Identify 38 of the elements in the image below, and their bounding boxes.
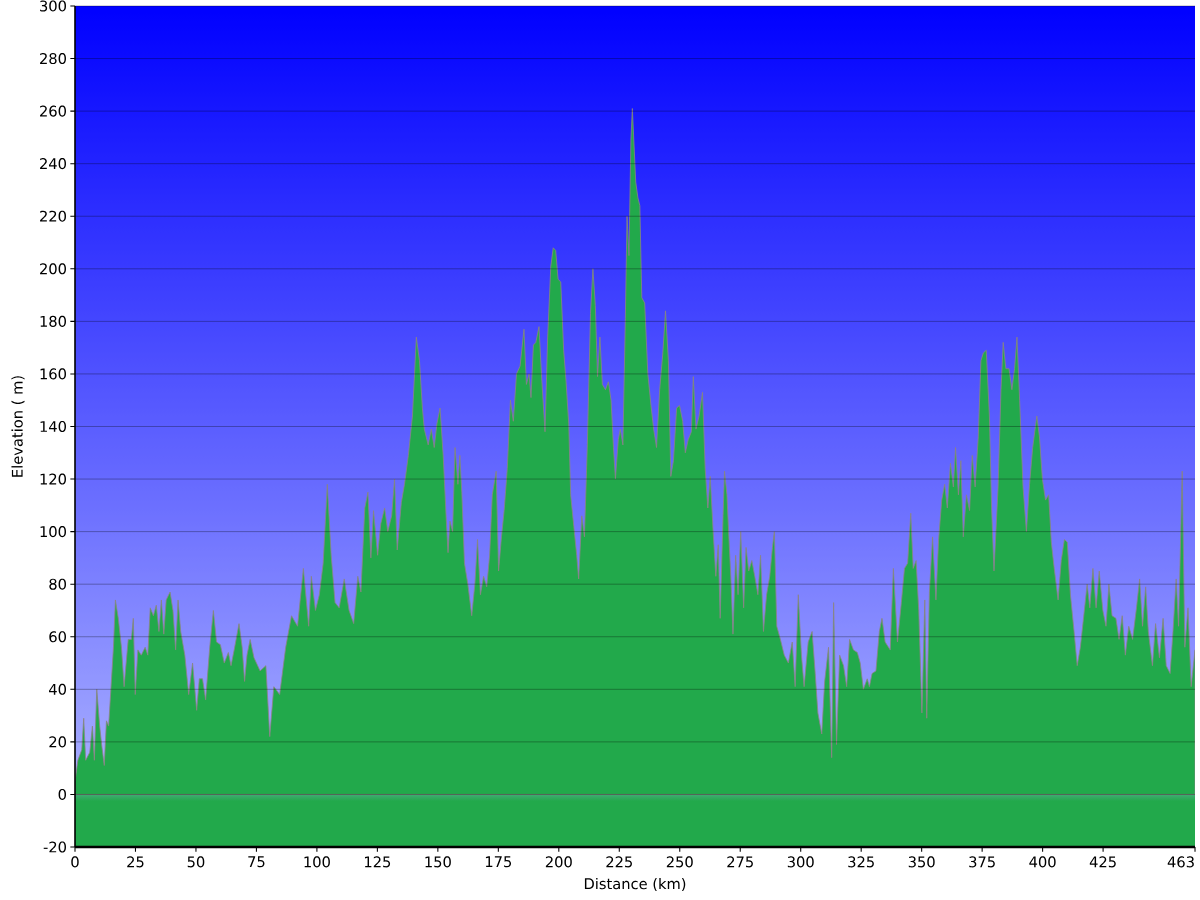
y-tick-label: 20 [49, 736, 66, 748]
x-tick-label: 100 [304, 856, 330, 868]
y-tick-label: 200 [40, 263, 66, 275]
y-tick-label: 220 [40, 210, 66, 222]
y-tick-label: 120 [40, 473, 66, 485]
x-tick-label: 275 [727, 856, 753, 868]
x-tick-label: 425 [1089, 856, 1116, 868]
x-tick-label: 125 [364, 856, 391, 868]
x-tick-label: 150 [425, 856, 451, 868]
x-tick-label: 175 [485, 856, 512, 868]
y-tick-label: 100 [40, 526, 66, 538]
y-tick-label: 240 [40, 158, 66, 170]
x-tick-label: 75 [248, 856, 265, 868]
x-tick-label: 250 [666, 856, 693, 868]
x-tick-label: 400 [1029, 856, 1056, 868]
y-tick-label: 180 [40, 315, 66, 327]
x-tick-label: 350 [908, 856, 935, 868]
y-tick-label: 160 [40, 368, 66, 380]
y-tick-label: 140 [40, 420, 66, 433]
x-tick-label: 25 [127, 856, 144, 868]
x-tick-label: 300 [787, 856, 814, 868]
y-axis-title: Elevation ( m) [11, 376, 25, 477]
y-tick-label: 40 [49, 683, 66, 695]
x-tick-label: 0 [71, 856, 79, 868]
y-tick-label: 260 [40, 105, 66, 117]
x-tick-label: 50 [187, 856, 205, 868]
x-tick-label: 325 [848, 856, 874, 868]
x-tick-label: 200 [545, 856, 572, 868]
x-tick-label: 225 [606, 856, 632, 868]
y-tick-label: 280 [40, 53, 66, 65]
x-tick-label: 463 [1167, 856, 1194, 868]
y-tick-label: 0 [58, 788, 66, 800]
y-tick-label: -20 [43, 841, 66, 853]
x-tick-label: 375 [969, 856, 995, 868]
x-axis-title: Distance (km) [584, 877, 686, 891]
y-tick-label: 300 [40, 0, 66, 12]
y-tick-label: 60 [49, 631, 66, 643]
y-tick-label: 80 [49, 578, 66, 590]
